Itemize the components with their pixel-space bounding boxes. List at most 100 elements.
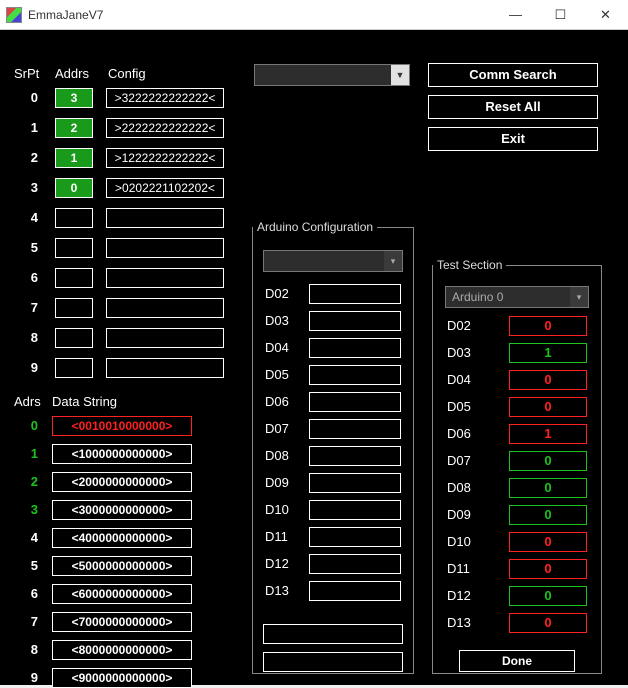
done-button[interactable]: Done [459,650,575,672]
chevron-down-icon: ▾ [384,251,402,271]
test-arduino-combo-value: Arduino 0 [446,290,570,304]
arduino-pin-box[interactable] [309,419,401,439]
arduino-pin-box[interactable] [309,581,401,601]
test-arduino-combo[interactable]: Arduino 0 ▾ [445,286,589,308]
arduino-pin-label: D11 [265,529,288,544]
arduino-pin-box[interactable] [309,473,401,493]
srpt-index: 0 [16,90,38,105]
minimize-button[interactable]: — [493,0,538,30]
config-box[interactable]: >3222222222222< [106,88,224,108]
test-pin-value[interactable]: 1 [509,424,587,444]
addr-box[interactable]: 3 [55,88,93,108]
config-box[interactable]: >0202221102202< [106,178,224,198]
header-data-string: Data String [52,394,117,409]
titlebar: EmmaJaneV7 — ☐ ✕ [0,0,628,30]
test-pin-value[interactable]: 1 [509,343,587,363]
srpt-index: 7 [16,300,38,315]
test-pin-value[interactable]: 0 [509,478,587,498]
data-string-box[interactable]: <0010010000000> [52,416,192,436]
test-section-group: Test Section Arduino 0 ▾ D020D031D040D05… [432,258,602,674]
config-box[interactable] [106,328,224,348]
chevron-down-icon: ▾ [570,287,588,307]
config-box[interactable] [106,208,224,228]
test-pin-label: D06 [447,426,471,441]
data-string-box[interactable]: <1000000000000> [52,444,192,464]
test-pin-value[interactable]: 0 [509,370,587,390]
addr-box[interactable] [55,238,93,258]
header-config: Config [108,66,146,81]
srpt-index: 3 [16,180,38,195]
test-pin-value[interactable]: 0 [509,613,587,633]
arduino-pin-box[interactable] [309,338,401,358]
data-string-box[interactable]: <5000000000000> [52,556,192,576]
arduino-pin-box[interactable] [309,311,401,331]
data-string-box[interactable]: <6000000000000> [52,584,192,604]
close-button[interactable]: ✕ [583,0,628,30]
arduino-extra-box-2[interactable] [263,652,403,672]
arduino-pin-label: D12 [265,556,289,571]
data-index: 4 [20,530,38,545]
exit-button[interactable]: Exit [428,127,598,151]
data-string-box[interactable]: <9000000000000> [52,668,192,688]
data-index: 0 [20,418,38,433]
test-pin-value[interactable]: 0 [509,532,587,552]
addr-box[interactable] [55,328,93,348]
data-string-box[interactable]: <2000000000000> [52,472,192,492]
data-string-box[interactable]: <8000000000000> [52,640,192,660]
arduino-pin-box[interactable] [309,365,401,385]
test-pin-value[interactable]: 0 [509,505,587,525]
test-pin-label: D07 [447,453,471,468]
arduino-pin-label: D05 [265,367,289,382]
data-string-box[interactable]: <4000000000000> [52,528,192,548]
test-pin-value[interactable]: 0 [509,397,587,417]
config-box[interactable] [106,298,224,318]
arduino-extra-box-1[interactable] [263,624,403,644]
addr-box[interactable] [55,298,93,318]
arduino-pin-label: D08 [265,448,289,463]
arduino-pin-box[interactable] [309,554,401,574]
maximize-button[interactable]: ☐ [538,0,583,30]
srpt-index: 2 [16,150,38,165]
arduino-config-combo[interactable]: ▾ [263,250,403,272]
data-index: 5 [20,558,38,573]
test-pin-label: D13 [447,615,471,630]
data-string-box[interactable]: <7000000000000> [52,612,192,632]
data-index: 3 [20,502,38,517]
arduino-pin-box[interactable] [309,500,401,520]
reset-all-button[interactable]: Reset All [428,95,598,119]
addr-box[interactable]: 2 [55,118,93,138]
port-combo[interactable]: ▼ [254,64,410,86]
data-string-box[interactable]: <3000000000000> [52,500,192,520]
addr-box[interactable] [55,358,93,378]
addr-box[interactable] [55,208,93,228]
addr-box[interactable]: 0 [55,178,93,198]
srpt-index: 1 [16,120,38,135]
data-index: 8 [20,642,38,657]
config-box[interactable] [106,358,224,378]
arduino-pin-label: D07 [265,421,289,436]
srpt-index: 5 [16,240,38,255]
config-box[interactable]: >1222222222222< [106,148,224,168]
addr-box[interactable]: 1 [55,148,93,168]
comm-search-button[interactable]: Comm Search [428,63,598,87]
client-area: SrPt Addrs Config ▼ Comm Search Reset Al… [0,30,628,685]
test-pin-value[interactable]: 0 [509,559,587,579]
config-box[interactable] [106,268,224,288]
addr-box[interactable] [55,268,93,288]
config-box[interactable]: >2222222222222< [106,118,224,138]
arduino-pin-label: D02 [265,286,289,301]
srpt-index: 9 [16,360,38,375]
arduino-pin-box[interactable] [309,527,401,547]
test-pin-value[interactable]: 0 [509,316,587,336]
config-box[interactable] [106,238,224,258]
arduino-pin-box[interactable] [309,284,401,304]
arduino-pin-box[interactable] [309,392,401,412]
srpt-index: 6 [16,270,38,285]
test-pin-value[interactable]: 0 [509,451,587,471]
arduino-pin-box[interactable] [309,446,401,466]
test-pin-label: D08 [447,480,471,495]
test-pin-value[interactable]: 0 [509,586,587,606]
app-icon [6,7,22,23]
arduino-config-title: Arduino Configuration [253,220,377,234]
test-pin-label: D11 [447,561,470,576]
